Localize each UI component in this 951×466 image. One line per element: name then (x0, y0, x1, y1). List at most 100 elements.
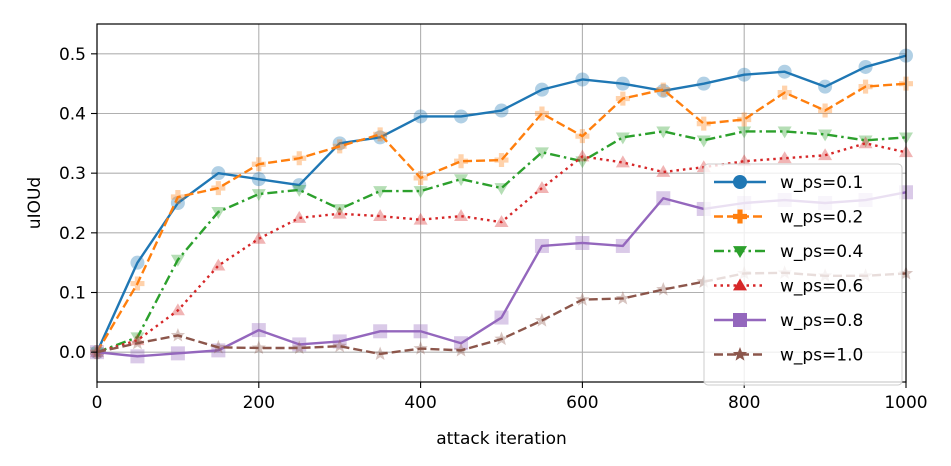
data-point (818, 103, 833, 118)
legend-label: w_ps=0.1 (780, 173, 863, 193)
data-point (615, 155, 630, 168)
x-axis-label: attack iteration (436, 429, 567, 449)
data-point (130, 349, 145, 364)
data-point (575, 149, 590, 162)
data-point (413, 212, 428, 225)
data-point (656, 191, 671, 206)
legend-label: w_ps=0.6 (780, 277, 863, 297)
data-point (494, 183, 509, 196)
x-tick-label: 0 (92, 393, 103, 413)
data-point (170, 346, 185, 361)
data-point (292, 184, 307, 197)
legend-marker (733, 175, 747, 189)
data-point (737, 67, 752, 82)
legend-label: w_ps=1.0 (780, 346, 863, 366)
data-point (777, 126, 792, 139)
legend-marker (733, 246, 747, 258)
data-point (575, 292, 590, 306)
data-point (858, 59, 873, 74)
data-point (777, 151, 792, 164)
data-point (858, 79, 873, 94)
legend-box (703, 163, 903, 386)
legend-entry: w_ps=1.0 (714, 346, 863, 366)
y-axis-label: uIOUd (25, 177, 45, 229)
data-point (373, 209, 388, 222)
data-point (777, 85, 792, 100)
data-point (494, 215, 509, 227)
series-w_ps=0.1 (90, 48, 913, 360)
data-point (696, 76, 711, 91)
data-point (251, 340, 266, 355)
data-point (453, 342, 469, 357)
data-point (413, 170, 428, 185)
legend-marker (733, 313, 747, 327)
data-point (534, 82, 549, 97)
data-point (332, 204, 347, 216)
data-point (656, 126, 671, 139)
data-point (534, 313, 550, 327)
data-point (373, 346, 388, 361)
y-tick-label: 0.0 (59, 343, 86, 363)
data-point (292, 210, 307, 223)
data-point (413, 186, 428, 199)
data-point (292, 178, 307, 193)
series-line (95, 82, 907, 353)
data-point (777, 64, 792, 79)
y-tick-label: 0.2 (59, 224, 86, 244)
data-point (656, 282, 671, 296)
series-w_ps=0.6 (90, 136, 913, 358)
data-point (615, 76, 630, 91)
legend-entry: w_ps=0.4 (714, 242, 863, 262)
data-point (454, 336, 469, 351)
data-point (332, 334, 347, 349)
data-point (575, 156, 590, 169)
data-point (534, 181, 549, 193)
y-tick-label: 0.3 (59, 164, 86, 184)
data-point (696, 116, 711, 131)
x-tick-label: 800 (728, 393, 760, 413)
data-point (170, 254, 185, 267)
data-point (575, 129, 590, 144)
data-point (534, 147, 549, 160)
data-point (737, 112, 752, 127)
data-point (211, 207, 226, 219)
data-point (292, 151, 307, 166)
data-point (413, 109, 428, 124)
data-point (251, 323, 266, 338)
data-point (170, 190, 185, 205)
data-point (170, 303, 185, 316)
data-point (656, 82, 671, 97)
data-point (656, 164, 671, 177)
data-point (454, 209, 469, 222)
data-point (251, 172, 266, 187)
legend: w_ps=0.1 w_ps=0.2 w_ps=0.4 w_ps=0.6 w_ps=0.8… (703, 163, 903, 386)
data-point (130, 276, 145, 291)
data-point (454, 154, 469, 169)
legend-marker (732, 347, 748, 361)
data-point (211, 339, 226, 354)
legend-label: w_ps=0.2 (780, 208, 863, 228)
data-point (251, 231, 266, 244)
data-point (858, 135, 873, 148)
data-point (332, 139, 347, 154)
data-point (615, 132, 630, 145)
data-point (170, 196, 185, 210)
series-line (96, 142, 907, 354)
x-tick-label: 400 (404, 393, 436, 413)
data-point (615, 238, 630, 253)
data-point (211, 181, 226, 196)
data-point (534, 106, 549, 121)
data-point (737, 126, 752, 139)
data-point (575, 235, 590, 250)
series-layer (89, 48, 914, 364)
data-point (413, 341, 428, 355)
data-point (615, 290, 630, 305)
data-point (575, 72, 590, 87)
y-tick-label: 0.5 (59, 45, 86, 65)
data-point (373, 186, 388, 199)
data-point (454, 109, 469, 124)
data-point (373, 130, 388, 145)
legend-label: w_ps=0.8 (780, 311, 863, 331)
series-line (95, 54, 907, 353)
legend-label: w_ps=0.4 (780, 242, 863, 262)
